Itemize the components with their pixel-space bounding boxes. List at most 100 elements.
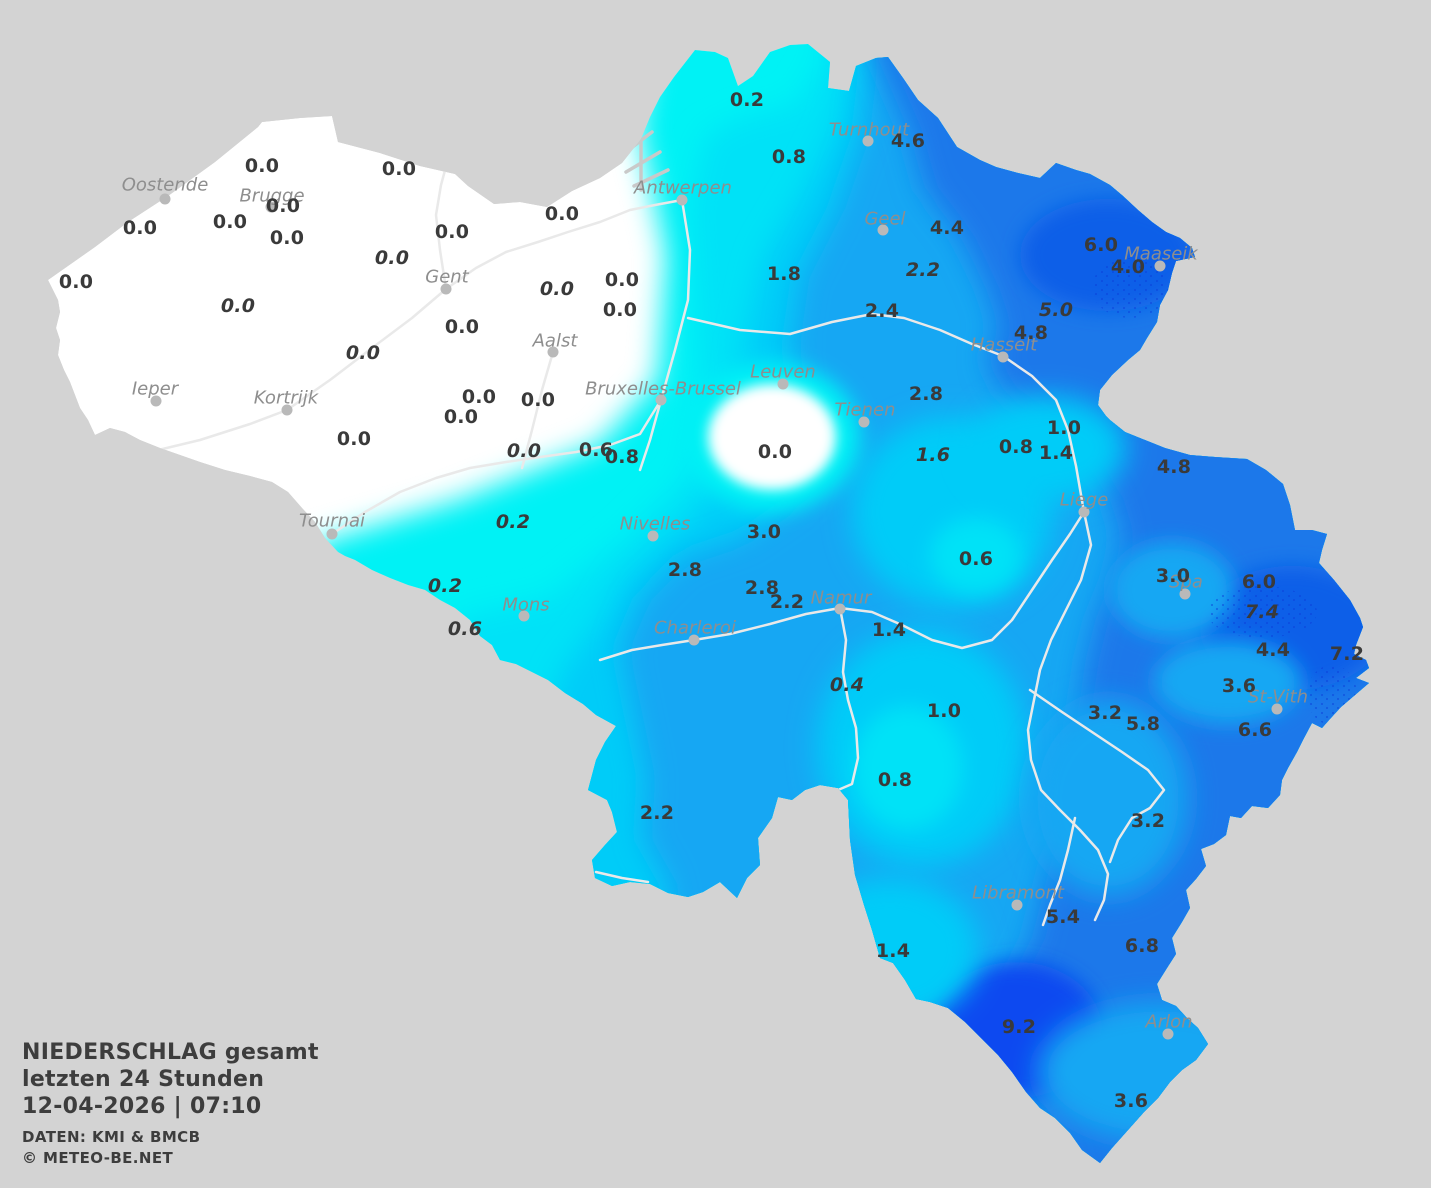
precip-value: 0.0 [220, 295, 256, 317]
precip-value: 0.0 [265, 195, 301, 217]
precip-value: 9.2 [1001, 1016, 1037, 1038]
city-dot-tournai [326, 528, 338, 540]
precip-value: 1.0 [926, 700, 962, 722]
river-meuse-south [836, 606, 860, 792]
antwerp-dock [624, 150, 662, 174]
city-dot-oostende [159, 193, 171, 205]
precip-value: 0.0 [244, 155, 280, 177]
precip-value: 0.0 [381, 158, 417, 180]
city-label-spa: Spa [1169, 571, 1203, 593]
map-title-line1: NIEDERSCHLAG gesamt [22, 1040, 319, 1065]
city-label-gent: Gent [425, 266, 469, 288]
valley-liege-west [970, 396, 1126, 500]
road-south [594, 870, 650, 884]
city-dot-liege [1078, 506, 1090, 518]
precip-value: 3.6 [1113, 1090, 1149, 1112]
precip-value: 0.0 [461, 386, 497, 408]
city-label-ieper: Ieper [131, 378, 179, 400]
river-meuse-east [838, 510, 1086, 650]
precip-value: 0.0 [506, 440, 542, 462]
precip-value: 6.8 [1124, 935, 1160, 957]
precip-value: 4.4 [1255, 639, 1291, 661]
precip-value: 3.0 [1155, 565, 1191, 587]
city-dot-leuven [777, 378, 789, 390]
city-dot-turnhout [862, 135, 874, 147]
precip-value: 0.2 [427, 575, 463, 597]
valley-tienen-core [930, 518, 1022, 594]
precip-value: 2.4 [864, 300, 900, 322]
city-label-aalst: Aalst [532, 330, 578, 352]
city-label-liege: Liege [1059, 489, 1109, 511]
precip-value: 2.8 [744, 577, 780, 599]
city-dot-namur [834, 603, 846, 615]
province-line [1028, 688, 1166, 864]
precip-value: 0.0 [520, 389, 556, 411]
city-dot-charleroi [688, 634, 700, 646]
map-copyright: © METEO-BE.NET [22, 1148, 174, 1167]
precip-value: 0.6 [447, 618, 483, 640]
precip-value: 0.0 [58, 271, 94, 293]
valley-condroz-core [853, 706, 963, 830]
city-dot-arlon [1162, 1028, 1174, 1040]
precip-value: 4.0 [1110, 256, 1146, 278]
river-ourthe [1026, 510, 1110, 922]
precip-value: 0.0 [336, 428, 372, 450]
precip-value: 6.6 [1237, 719, 1273, 741]
precip-value: 0.8 [998, 436, 1034, 458]
city-label-hasselt: Hasselt [970, 334, 1038, 356]
stipple-area-fagnes [1207, 586, 1317, 638]
river-sambre [598, 606, 842, 662]
precip-value: 4.8 [1156, 456, 1192, 478]
precip-value: 0.0 [544, 203, 580, 225]
patch-bastogne [1028, 700, 1188, 896]
road-tournai-brussels [330, 398, 663, 536]
city-label-st-vith: St-Vith [1247, 686, 1309, 708]
precip-value: 3.2 [1130, 810, 1166, 832]
map-data-source: DATEN: KMI & BMCB [22, 1128, 201, 1147]
precip-value: 0.0 [269, 227, 305, 249]
city-label-bruxelles-brussel: Bruxelles-Brussel [585, 378, 741, 400]
city-label-nivelles: Nivelles [619, 513, 691, 535]
precip-value: 0.0 [374, 247, 410, 269]
precip-value: 3.2 [1087, 702, 1123, 724]
map-title-block: NIEDERSCHLAG gesamt letzten 24 Stunden 1… [22, 1040, 319, 1167]
city-dot-nivelles [647, 530, 659, 542]
precip-value: 0.4 [829, 674, 865, 696]
map-title-datetime: 12-04-2026 | 07:10 [22, 1093, 262, 1119]
precip-value: 0.0 [345, 342, 381, 364]
city-label-geel: Geel [864, 208, 906, 230]
city-label-charleroi: Charleroi [654, 617, 736, 639]
river-dender [520, 350, 555, 470]
precip-value: 3.6 [1221, 675, 1257, 697]
city-label-turnhout: Turnhout [828, 119, 910, 141]
city-dot-bruxelles-brussel [655, 394, 667, 406]
precip-value: 5.8 [1125, 713, 1161, 735]
precip-value: 7.2 [1329, 643, 1365, 665]
city-label-leuven: Leuven [750, 361, 816, 383]
city-dot-ieper [150, 395, 162, 407]
city-label-tournai: Tournai [298, 510, 366, 532]
precip-value: 1.6 [915, 444, 951, 466]
precip-value: 0.0 [602, 299, 638, 321]
city-label-tienen: Tienen [834, 399, 896, 421]
precip-value: 0.2 [495, 511, 531, 533]
precip-value: 7.4 [1244, 601, 1280, 623]
canal-gent [434, 161, 449, 291]
city-label-mons: Mons [502, 594, 550, 616]
city-label-maaseik: Maaseik [1124, 243, 1198, 265]
precip-value: 4.8 [1013, 322, 1049, 344]
precip-value: 6.0 [1083, 234, 1119, 256]
city-label-namur: Namur [810, 587, 872, 609]
city-dot-libramont [1011, 899, 1023, 911]
city-label-antwerpen: Antwerpen [634, 177, 732, 199]
precip-value: 5.4 [1045, 906, 1081, 928]
patch-spa [1110, 542, 1234, 638]
city-dot-gent [440, 283, 452, 295]
precip-value: 0.8 [604, 446, 640, 468]
stipple-area-maaseik [1092, 258, 1168, 318]
river-schelde [444, 198, 684, 291]
city-dot-kortrijk [281, 404, 293, 416]
city-dot-st-vith [1271, 703, 1283, 715]
city-label-brugge: Brugge [239, 185, 305, 207]
